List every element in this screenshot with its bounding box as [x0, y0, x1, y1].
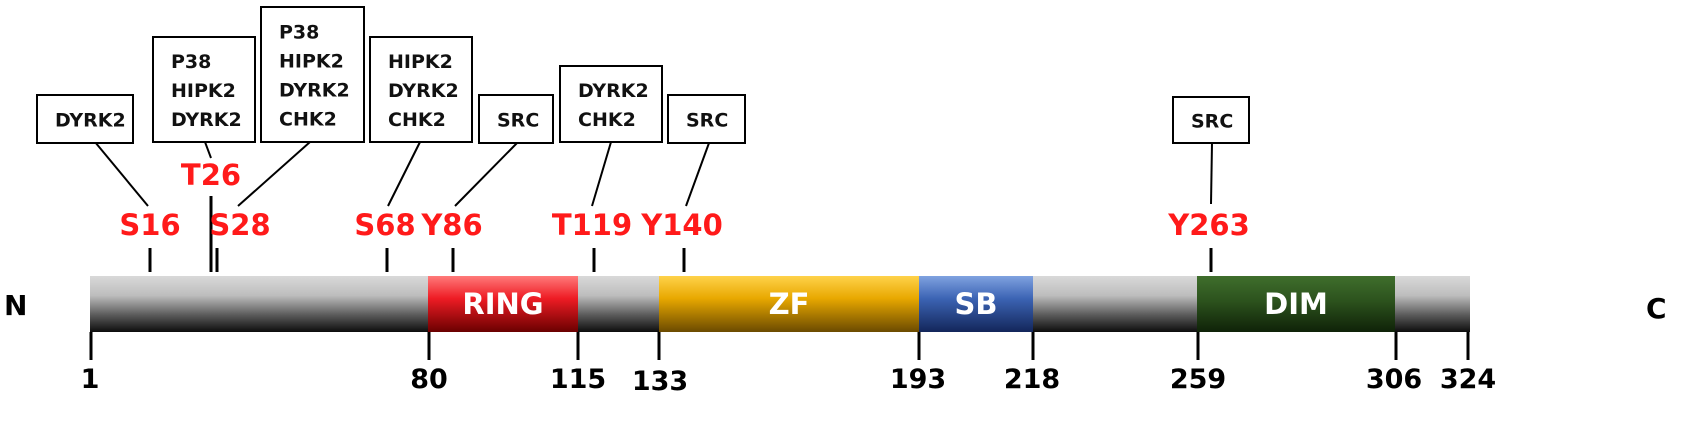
- kinase-name-dyrk2: DYRK2: [55, 110, 126, 132]
- kinase-connector-t26: [204, 141, 212, 159]
- kinase-connector-y86: [454, 142, 518, 207]
- n-terminus-label: N: [4, 289, 27, 322]
- domain-sb: [919, 276, 1033, 332]
- kinase-box-s68: HIPK2 DYRK2 CHK2: [369, 36, 473, 143]
- kinase-connector-t119: [591, 141, 612, 207]
- kinase-box-t26: P38 HIPK2 DYRK2: [152, 36, 256, 143]
- domain-label-zf: ZF: [769, 287, 810, 321]
- kinase-box-t119: DYRK2 CHK2: [559, 65, 663, 143]
- axis-tick-label-1: 1: [81, 364, 100, 395]
- site-label-y263: Y263: [1167, 208, 1250, 242]
- domain-ring: [428, 276, 578, 332]
- kinase-name-hipk2: HIPK2: [388, 51, 453, 73]
- domain-zf: [659, 276, 919, 332]
- domain-label-sb: SB: [955, 287, 998, 321]
- site-label-y140: Y140: [640, 208, 723, 242]
- kinase-box-frame: [1172, 96, 1250, 144]
- kinase-connector-y140: [685, 142, 710, 207]
- kinase-name-hipk2: HIPK2: [171, 80, 236, 102]
- axis-tick-label-324: 324: [1440, 364, 1496, 395]
- axis-tick-label-133: 133: [632, 366, 688, 397]
- site-label-y86: Y86: [420, 208, 482, 242]
- kinase-name-p38: P38: [279, 22, 319, 44]
- kinase-name-chk2: CHK2: [578, 109, 636, 131]
- kinase-box-s16: DYRK2: [36, 94, 134, 144]
- kinase-box-y86: SRC: [478, 94, 554, 144]
- kinase-name-hipk2: HIPK2: [279, 51, 344, 73]
- kinase-box-frame: [478, 94, 554, 144]
- kinase-name-src: SRC: [686, 110, 728, 132]
- kinase-box-frame: [152, 36, 256, 143]
- kinase-name-chk2: CHK2: [279, 109, 337, 131]
- kinase-name-dyrk2: DYRK2: [578, 80, 649, 102]
- axis-tick-label-306: 306: [1366, 364, 1422, 395]
- kinase-box-frame: [559, 65, 663, 143]
- kinase-box-frame: [260, 6, 365, 143]
- kinase-box-y140: SRC: [667, 94, 746, 144]
- kinase-box-y263: SRC: [1172, 96, 1250, 144]
- axis-tick-label-259: 259: [1170, 364, 1226, 395]
- kinase-box-frame: [36, 94, 134, 144]
- kinase-connector-s68: [387, 141, 421, 207]
- axis-tick-label-115: 115: [550, 364, 606, 395]
- domain-label-dim: DIM: [1264, 287, 1328, 321]
- kinase-box-frame: [667, 94, 746, 144]
- axis-tick-label-218: 218: [1004, 364, 1060, 395]
- kinase-connector-y263: [1210, 142, 1213, 205]
- kinase-name-dyrk2: DYRK2: [388, 80, 459, 102]
- kinase-box-s28: P38 HIPK2 DYRK2 CHK2: [260, 6, 365, 143]
- kinase-connector-s28: [237, 141, 311, 207]
- site-label-s28: S28: [209, 208, 270, 242]
- kinase-name-src: SRC: [1191, 111, 1233, 133]
- kinase-name-p38: P38: [171, 51, 211, 73]
- site-label-s16: S16: [119, 208, 180, 242]
- domain-dim: [1197, 276, 1395, 332]
- kinase-connector-s16: [94, 141, 149, 207]
- c-terminus-label: C: [1646, 292, 1667, 325]
- site-label-t26: T26: [181, 158, 241, 192]
- kinase-name-chk2: CHK2: [388, 109, 446, 131]
- domain-label-ring: RING: [462, 287, 543, 321]
- site-label-s68: S68: [354, 208, 415, 242]
- kinase-name-dyrk2: DYRK2: [279, 80, 350, 102]
- site-label-t119: T119: [552, 208, 632, 242]
- kinase-name-dyrk2: DYRK2: [171, 109, 242, 131]
- kinase-name-src: SRC: [497, 110, 539, 132]
- kinase-box-frame: [369, 36, 473, 143]
- axis-tick-label-193: 193: [890, 364, 946, 395]
- axis-tick-label-80: 80: [410, 364, 448, 395]
